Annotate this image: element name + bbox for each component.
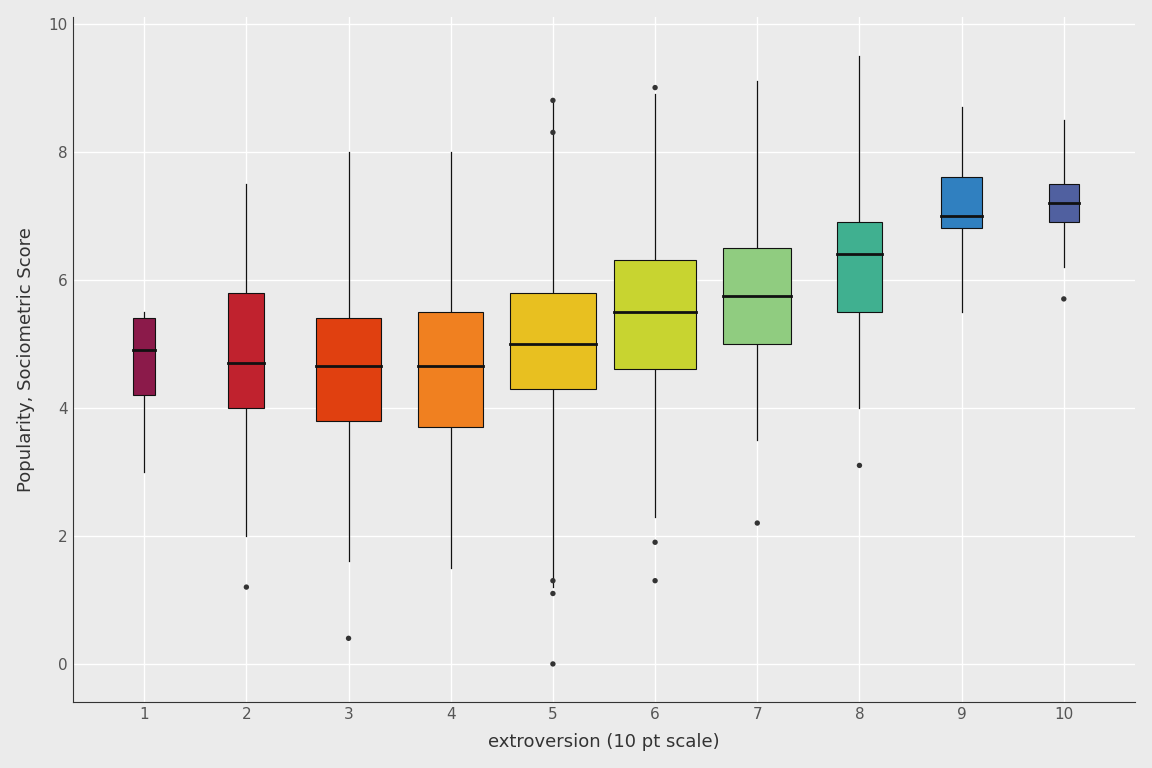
Point [544, 126, 562, 138]
Bar [723, 248, 791, 344]
Point [646, 536, 665, 548]
Point [340, 632, 358, 644]
Point [544, 574, 562, 587]
Point [544, 658, 562, 670]
Point [544, 94, 562, 107]
Point [237, 581, 256, 593]
Bar [134, 318, 154, 395]
Point [646, 574, 665, 587]
Bar [614, 260, 696, 369]
Y-axis label: Popularity, Sociometric Score: Popularity, Sociometric Score [16, 227, 35, 492]
Point [748, 517, 766, 529]
Bar [941, 177, 982, 228]
Point [646, 81, 665, 94]
X-axis label: extroversion (10 pt scale): extroversion (10 pt scale) [488, 733, 720, 751]
Bar [228, 293, 264, 408]
Bar [418, 312, 484, 427]
Point [544, 588, 562, 600]
Point [1054, 293, 1073, 305]
Bar [510, 293, 596, 389]
Bar [838, 222, 882, 312]
Point [850, 459, 869, 472]
Bar [1048, 184, 1079, 222]
Bar [316, 318, 381, 421]
